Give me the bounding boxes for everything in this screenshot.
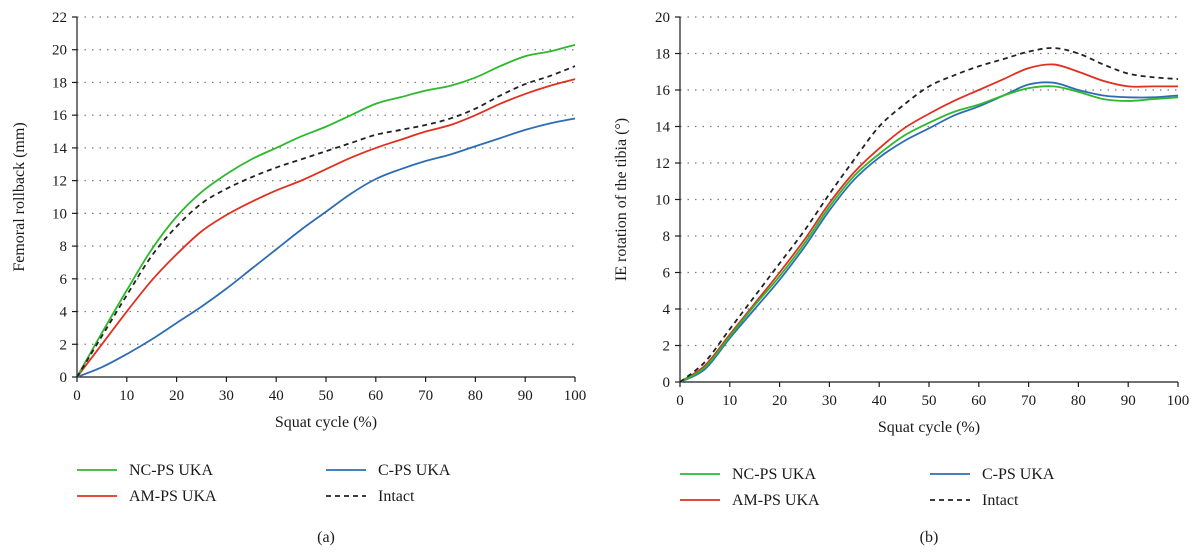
legend-label: Intact [982, 492, 1019, 509]
y-tick-label: 14 [655, 120, 671, 136]
series-line-nc-ps-uka [679, 85, 1179, 383]
y-tick-label: 2 [663, 339, 671, 355]
x-tick-label: 70 [1021, 393, 1036, 409]
panel-label: (a) [317, 529, 335, 546]
x-tick-label: 10 [119, 388, 134, 404]
x-tick-label: 100 [1167, 393, 1190, 409]
y-tick-label: 8 [663, 229, 671, 245]
x-tick-label: 60 [368, 388, 383, 404]
y-axis-title: Femoral rollback (mm) [11, 122, 28, 271]
series-line-c-ps-uka [679, 81, 1179, 383]
x-tick-label: 90 [1121, 393, 1136, 409]
x-tick-label: 20 [772, 393, 787, 409]
x-tick-label: 0 [73, 388, 81, 404]
x-tick-label: 30 [219, 388, 234, 404]
panel-label: (b) [920, 529, 939, 546]
chart-panel-b: 0 2 4 6 8 10 12 14 16 18 20 0 10 20 30 40 50 60 70 80 90 100 S… [613, 10, 1189, 546]
x-tick-label: 50 [319, 388, 334, 404]
series-line-c-ps-uka [76, 117, 576, 378]
y-tick-label: 8 [60, 239, 68, 255]
x-tick-label: 30 [822, 393, 837, 409]
y-tick-label: 10 [655, 193, 670, 209]
series-line-nc-ps-uka [76, 43, 576, 378]
y-tick-label: 6 [60, 272, 68, 288]
y-tick-label: 12 [655, 156, 670, 172]
y-tick-label: 22 [52, 10, 67, 26]
series-line-intact [679, 47, 1179, 383]
y-tick-label: 0 [60, 370, 68, 386]
y-tick-label: 18 [655, 47, 670, 63]
y-tick-label: 20 [655, 10, 670, 26]
y-tick-label: 16 [52, 108, 68, 124]
y-tick-label: 0 [663, 375, 671, 391]
x-tick-label: 80 [468, 388, 483, 404]
x-tick-label: 70 [418, 388, 433, 404]
series-line-am-ps-uka [76, 78, 576, 378]
y-axis-title: IE rotation of the tibia (°) [613, 118, 630, 281]
x-tick-label: 50 [922, 393, 937, 409]
legend-label: NC-PS UKA [732, 466, 816, 483]
x-tick-label: 90 [518, 388, 533, 404]
legend-label: Intact [378, 488, 415, 505]
y-tick-label: 16 [655, 83, 671, 99]
x-axis-title: Squat cycle (%) [275, 414, 377, 431]
x-tick-label: 60 [971, 393, 986, 409]
x-tick-label: 40 [872, 393, 887, 409]
series-line-am-ps-uka [679, 63, 1178, 383]
x-tick-label: 0 [676, 393, 684, 409]
legend-label: AM-PS UKA [129, 488, 217, 505]
y-tick-label: 20 [52, 43, 67, 59]
y-tick-label: 4 [663, 302, 671, 318]
x-tick-label: 100 [564, 388, 587, 404]
y-tick-label: 14 [52, 141, 68, 157]
y-tick-label: 18 [52, 75, 67, 91]
x-tick-label: 40 [269, 388, 284, 404]
y-tick-label: 10 [52, 206, 67, 222]
x-tick-label: 80 [1071, 393, 1086, 409]
legend: NC-PS UKA C-PS UKA AM-PS UKA Intact [77, 462, 451, 505]
y-tick-label: 4 [60, 305, 68, 321]
y-tick-label: 12 [52, 174, 67, 190]
y-tick-label: 6 [663, 266, 671, 282]
chart-panel-a: 0 2 4 6 8 10 12 14 16 18 20 22 0 10 20 30 40 50 60 70 80 90 10… [11, 10, 586, 546]
x-axis-title: Squat cycle (%) [878, 419, 980, 436]
series-line-intact [76, 65, 576, 378]
y-tick-label: 2 [60, 337, 68, 353]
legend-label: AM-PS UKA [732, 492, 820, 509]
legend-label: NC-PS UKA [129, 462, 213, 479]
legend-label: C-PS UKA [982, 466, 1055, 483]
x-tick-label: 20 [169, 388, 184, 404]
legend: NC-PS UKA C-PS UKA AM-PS UKA Intact [680, 466, 1055, 509]
x-tick-label: 10 [722, 393, 737, 409]
legend-label: C-PS UKA [378, 462, 451, 479]
